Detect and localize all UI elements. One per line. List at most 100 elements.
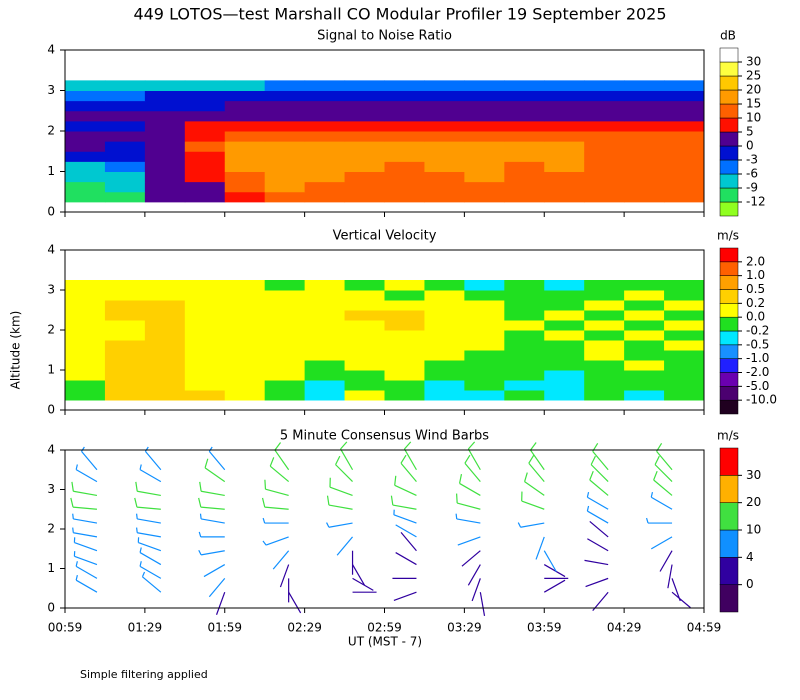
heat-cell: [664, 300, 705, 311]
heat-cell: [65, 310, 106, 321]
heat-cell: [65, 380, 106, 391]
heat-cell: [464, 141, 505, 152]
wind-barb: [73, 551, 98, 566]
heat-cell: [344, 171, 385, 183]
heat-cell: [384, 390, 425, 401]
heat-cell: [264, 320, 306, 331]
heat-cell: [624, 370, 665, 381]
heat-cell: [184, 80, 226, 91]
y-tick-label: 2: [47, 124, 55, 138]
heat-cell: [464, 290, 505, 301]
heat-cell: [424, 290, 465, 301]
heat-cell: [264, 330, 306, 341]
wind-barb: [215, 591, 226, 615]
heat-cell: [344, 380, 385, 391]
heat-cell: [224, 370, 266, 381]
wind-barb: [528, 454, 545, 482]
heat-cell: [224, 300, 266, 311]
heat-cell: [584, 171, 625, 183]
heat-cell: [264, 280, 306, 291]
heat-cell: [584, 380, 625, 391]
wind-barb: [70, 497, 98, 510]
heat-cell: [624, 310, 665, 321]
heat-cell: [624, 340, 665, 351]
wind-barb: [393, 591, 417, 601]
wind-barb: [269, 457, 290, 483]
wind-barb: [653, 470, 673, 496]
heat-cell: [104, 90, 146, 102]
heat-cell: [424, 390, 465, 401]
wind-barb: [517, 522, 545, 528]
heat-cell: [344, 100, 385, 112]
wind-barb: [654, 455, 673, 483]
colorbar-label: 10: [746, 111, 761, 125]
heat-cell: [384, 131, 425, 142]
wind-barb: [471, 578, 481, 602]
wind-barb: [590, 455, 609, 483]
heat-cell: [184, 161, 226, 172]
heat-cell: [304, 280, 346, 291]
colorbar-box: [719, 502, 739, 531]
heat-cell: [464, 151, 505, 162]
wind-barb: [464, 454, 481, 482]
heat-cell: [344, 360, 385, 371]
heat-cell: [624, 100, 665, 112]
wind-barb: [352, 564, 366, 586]
heat-cell: [264, 290, 306, 301]
heat-cell: [144, 320, 186, 331]
wind-barb: [198, 549, 225, 556]
wind-barb: [586, 505, 609, 524]
colorbar-label: -2.0: [746, 365, 769, 379]
heat-cell: [304, 290, 346, 301]
heat-cell: [664, 151, 705, 162]
heat-cell: [304, 161, 346, 172]
heat-cell: [544, 380, 585, 391]
heat-cell: [184, 100, 226, 112]
heat-cell: [384, 280, 425, 291]
colorbar-label: 0.2: [746, 296, 765, 310]
heat-cell: [584, 141, 625, 152]
heat-cell: [424, 380, 465, 391]
heat-cell: [144, 280, 186, 291]
heat-cell: [144, 141, 186, 152]
heat-cell: [664, 100, 705, 112]
heat-cell: [424, 340, 465, 351]
heat-cell: [584, 280, 625, 291]
colorbar-label: 1.0: [746, 268, 765, 282]
heat-cell: [664, 320, 705, 331]
heat-cell: [624, 90, 665, 102]
x-tick-label: 01:59: [207, 621, 242, 635]
heat-cell: [224, 280, 266, 291]
heat-cell: [144, 360, 186, 371]
heat-cell: [464, 191, 505, 203]
wind-barb: [144, 446, 162, 471]
colorbar-unit: dB: [720, 29, 736, 43]
colorbar-label: 20: [746, 495, 761, 509]
wind-barb: [72, 513, 98, 524]
heat-cell: [664, 181, 705, 193]
heat-cell: [544, 340, 585, 351]
heat-cell: [464, 171, 505, 183]
heat-cell: [264, 120, 306, 132]
heat-cell: [184, 110, 226, 122]
wind-barb: [671, 578, 681, 602]
heat-cell: [624, 110, 665, 122]
heat-cell: [584, 90, 625, 102]
heat-cell: [264, 370, 306, 381]
colorbar-label: 30: [746, 468, 761, 482]
chart-title: 449 LOTOS—test Marshall CO Modular Profi…: [133, 5, 666, 24]
wind-barb: [467, 564, 481, 586]
heat-cell: [184, 191, 226, 203]
heat-cell: [304, 191, 346, 203]
wind-barb: [329, 477, 353, 496]
heat-cell: [504, 340, 545, 351]
heat-cell: [144, 370, 186, 381]
heat-cell: [184, 141, 226, 152]
colorbar-label: 4: [746, 550, 754, 564]
heat-cell: [344, 90, 385, 102]
colorbar-label: 0: [746, 139, 754, 153]
heat-cell: [664, 350, 705, 361]
wind-barb: [137, 537, 162, 552]
wind-barb: [279, 564, 290, 588]
heat-cell: [504, 300, 545, 311]
